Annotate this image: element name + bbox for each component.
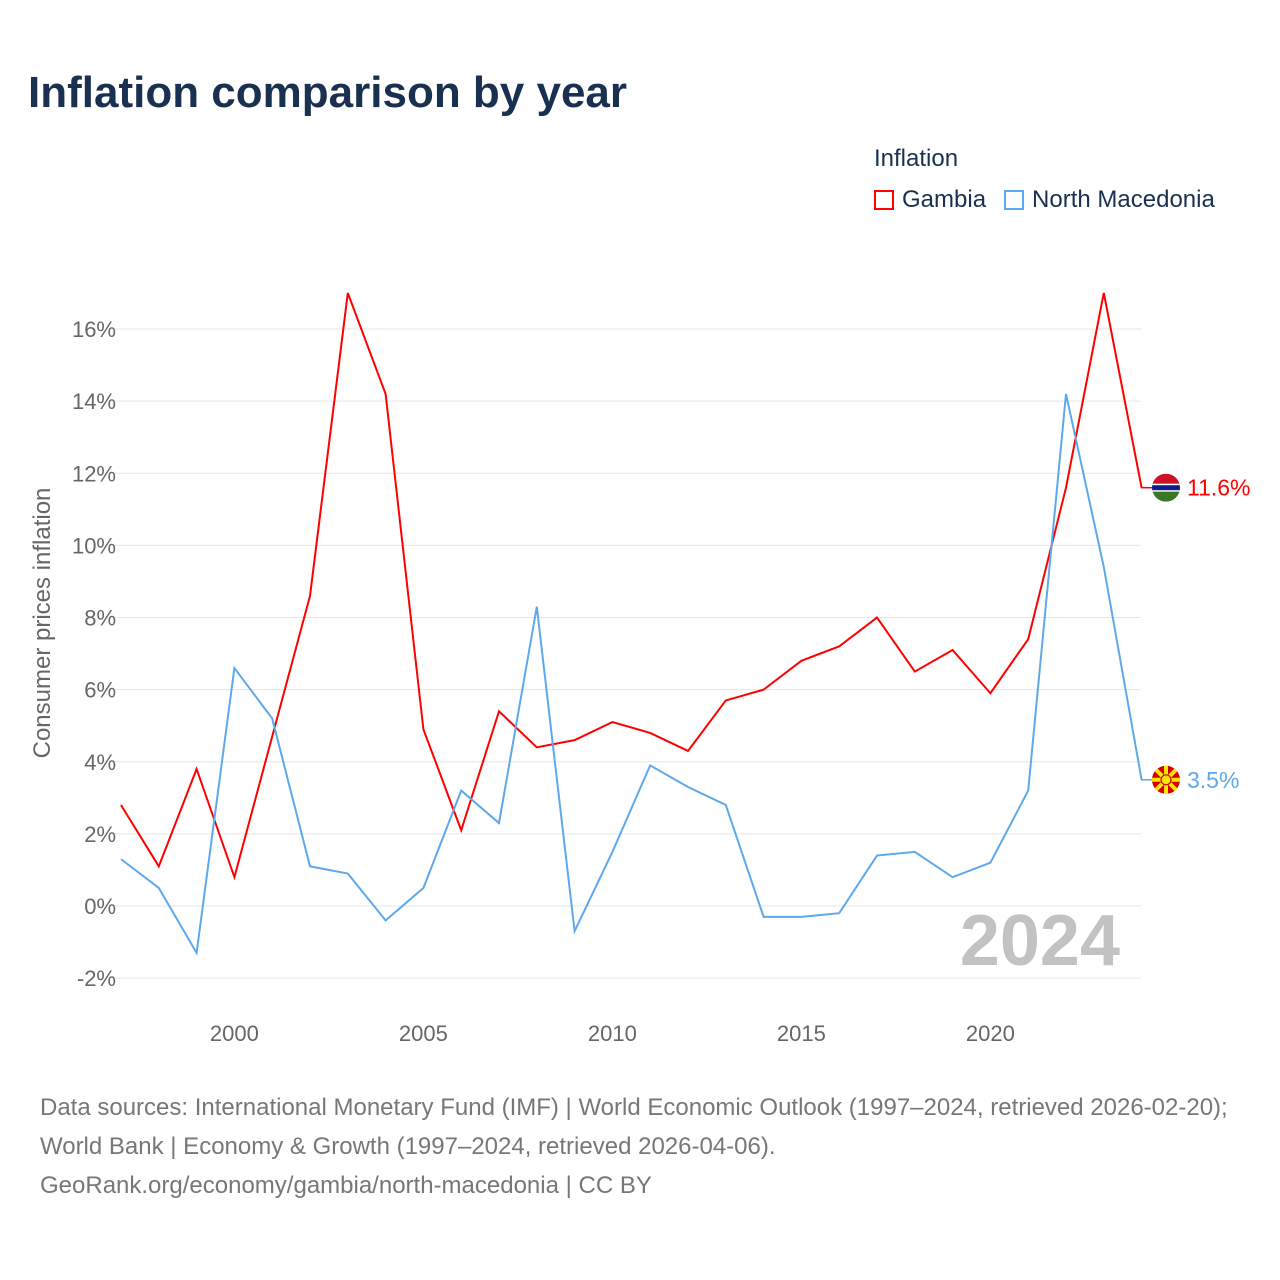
x-tick-label: 2020 — [966, 1021, 1015, 1046]
x-tick-label: 2010 — [588, 1021, 637, 1046]
y-axis-label: Consumer prices inflation — [29, 488, 56, 759]
y-tick-label: 14% — [72, 389, 116, 414]
legend-label: Gambia — [902, 186, 987, 213]
end-value-label: 3.5% — [1187, 767, 1239, 793]
source-link[interactable]: GeoRank.org/economy/gambia/north-macedon… — [40, 1172, 652, 1199]
legend-swatch — [1004, 190, 1025, 210]
y-tick-label: 8% — [84, 606, 116, 631]
legend-label: North Macedonia — [1032, 186, 1215, 213]
series-line-gambia — [120, 292, 1143, 881]
north-macedonia-flag-icon — [1152, 765, 1180, 794]
y-tick-label: 0% — [84, 894, 116, 919]
y-tick-label: 6% — [84, 678, 116, 703]
y-tick-label: 12% — [72, 461, 116, 486]
y-tick-label: 16% — [72, 317, 116, 342]
gambia-flag-icon — [1152, 473, 1180, 502]
legend-item-gambia[interactable]: Gambia — [874, 186, 986, 214]
footer: Data sources: International Monetary Fun… — [40, 1088, 1250, 1205]
legend-title: Inflation — [874, 145, 959, 172]
end-value-label: 11.6% — [1187, 475, 1251, 501]
y-tick-label: 10% — [72, 533, 116, 558]
x-tick-label: 2015 — [777, 1021, 826, 1046]
legend-item-north-macedonia[interactable]: North Macedonia — [1004, 186, 1215, 214]
data-sources: Data sources: International Monetary Fun… — [40, 1094, 1228, 1160]
y-tick-label: 2% — [84, 822, 116, 847]
chart-title: Inflation comparison by year — [28, 68, 628, 117]
y-tick-label: -2% — [77, 966, 116, 991]
legend: Gambia North Macedonia — [874, 186, 1233, 214]
x-tick-label: 2005 — [399, 1021, 448, 1046]
year-watermark: 2024 — [960, 901, 1120, 981]
legend-swatch — [874, 190, 894, 210]
y-tick-label: 4% — [84, 750, 116, 775]
series-line-north-macedonia — [120, 393, 1143, 956]
x-tick-label: 2000 — [210, 1021, 259, 1046]
